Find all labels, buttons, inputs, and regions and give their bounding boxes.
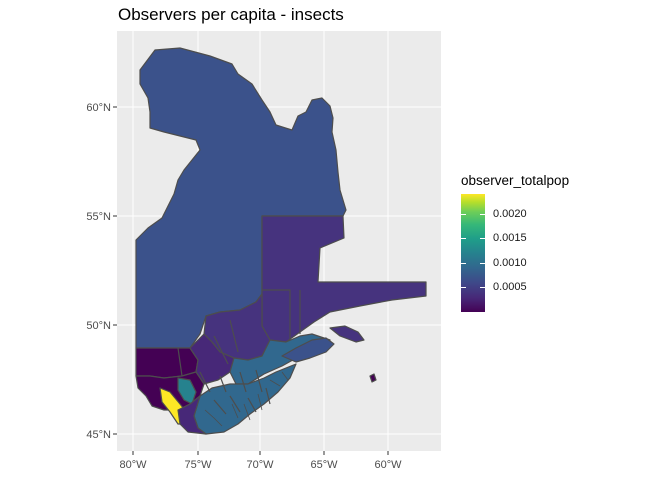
- x-tick-80w: 80°W: [119, 459, 147, 471]
- legend-tick-label: 0.0020: [493, 207, 527, 220]
- x-axis-labels: 80°W 75°W 70°W 65°W 60°W: [119, 459, 402, 471]
- legend-colorbar: [461, 194, 485, 312]
- y-tick-45: 45°N: [86, 429, 111, 441]
- plot-title: Observers per capita - insects: [118, 5, 344, 24]
- legend-tick-label: 0.0005: [493, 281, 527, 294]
- legend-tick-label: 0.0015: [493, 232, 527, 245]
- x-tick-65w: 65°W: [310, 459, 338, 471]
- x-tick-70w: 70°W: [246, 459, 274, 471]
- y-axis-labels: 60°N 55°N 50°N 45°N: [86, 102, 111, 441]
- region-monteregie: [177, 395, 207, 435]
- legend-tick-label: 0.0010: [493, 256, 527, 269]
- x-tick-75w: 75°W: [184, 459, 212, 471]
- y-tick-60: 60°N: [86, 102, 111, 114]
- anticosti-island: [329, 325, 365, 343]
- y-tick-50: 50°N: [86, 320, 111, 332]
- legend: observer_totalpop 0.0005 0.0010 0.0015 0.00…: [461, 173, 611, 312]
- magdalen-islands: [369, 373, 377, 383]
- quebec-regions: [135, 47, 427, 435]
- legend-title: observer_totalpop: [461, 173, 570, 188]
- y-axis-ticks: [113, 106, 117, 435]
- legend-body: 0.0005 0.0010 0.0015 0.0020: [461, 194, 611, 312]
- x-tick-60w: 60°W: [374, 459, 402, 471]
- y-tick-55: 55°N: [86, 211, 111, 223]
- x-axis-ticks: [132, 451, 389, 455]
- region-gaspesie: [281, 337, 335, 363]
